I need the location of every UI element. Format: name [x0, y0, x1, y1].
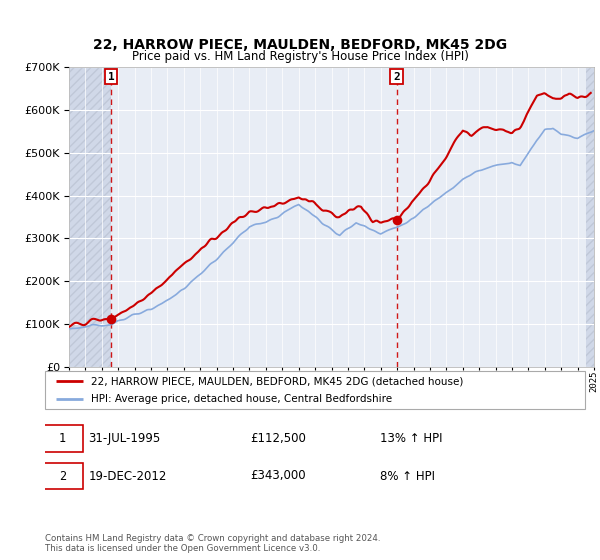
Text: 2: 2 [393, 72, 400, 82]
Text: 2: 2 [59, 469, 66, 483]
Text: 1: 1 [108, 72, 115, 82]
Text: 1: 1 [59, 432, 66, 445]
Bar [586, 67, 594, 367]
FancyBboxPatch shape [45, 371, 585, 409]
Bar [69, 67, 112, 367]
Text: 8% ↑ HPI: 8% ↑ HPI [380, 469, 435, 483]
Text: £343,000: £343,000 [250, 469, 306, 483]
FancyBboxPatch shape [42, 424, 83, 451]
Text: 22, HARROW PIECE, MAULDEN, BEDFORD, MK45 2DG (detached house): 22, HARROW PIECE, MAULDEN, BEDFORD, MK45… [91, 376, 463, 386]
Text: 19-DEC-2012: 19-DEC-2012 [88, 469, 167, 483]
Text: 13% ↑ HPI: 13% ↑ HPI [380, 432, 442, 445]
Text: Contains HM Land Registry data © Crown copyright and database right 2024.
This d: Contains HM Land Registry data © Crown c… [45, 534, 380, 553]
Text: Price paid vs. HM Land Registry's House Price Index (HPI): Price paid vs. HM Land Registry's House … [131, 50, 469, 63]
Text: 31-JUL-1995: 31-JUL-1995 [88, 432, 160, 445]
Text: 22, HARROW PIECE, MAULDEN, BEDFORD, MK45 2DG: 22, HARROW PIECE, MAULDEN, BEDFORD, MK45… [93, 38, 507, 52]
Text: £112,500: £112,500 [250, 432, 306, 445]
FancyBboxPatch shape [42, 463, 83, 489]
Text: HPI: Average price, detached house, Central Bedfordshire: HPI: Average price, detached house, Cent… [91, 394, 392, 404]
